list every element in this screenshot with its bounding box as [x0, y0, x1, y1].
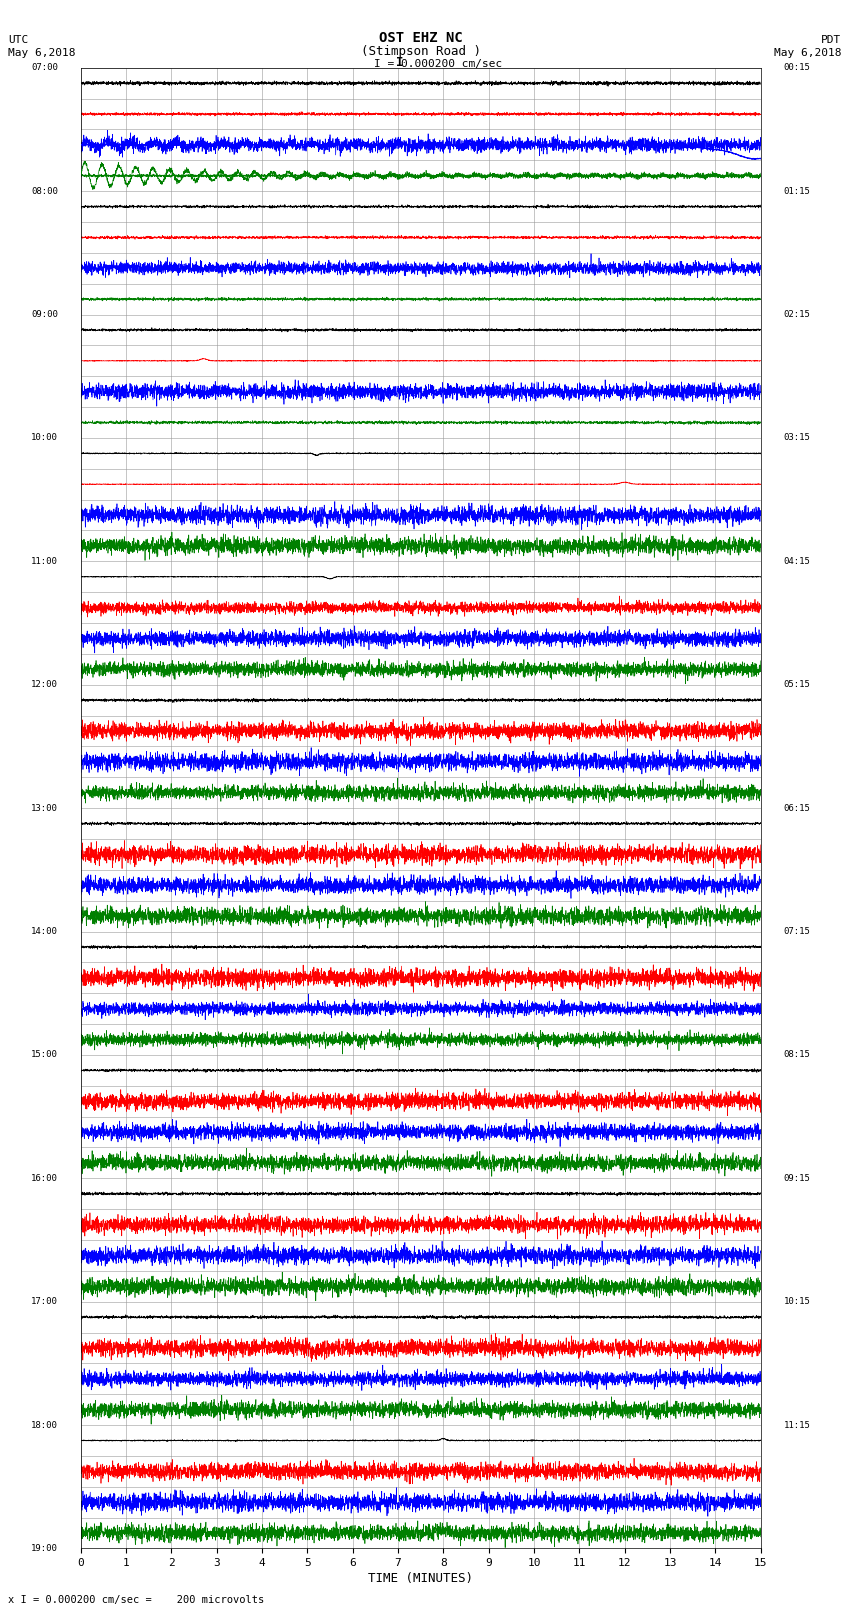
Text: 01:15: 01:15 — [784, 187, 810, 195]
Text: 15:00: 15:00 — [31, 1050, 58, 1060]
Text: 09:15: 09:15 — [784, 1174, 810, 1182]
Text: 05:15: 05:15 — [784, 681, 810, 689]
X-axis label: TIME (MINUTES): TIME (MINUTES) — [368, 1573, 473, 1586]
Text: 12:00: 12:00 — [31, 681, 58, 689]
Text: 16:00: 16:00 — [31, 1174, 58, 1182]
Text: 03:15: 03:15 — [784, 434, 810, 442]
Text: 13:00: 13:00 — [31, 803, 58, 813]
Text: 08:15: 08:15 — [784, 1050, 810, 1060]
Text: 02:15: 02:15 — [784, 310, 810, 319]
Text: 10:00: 10:00 — [31, 434, 58, 442]
Text: I = 0.000200 cm/sec: I = 0.000200 cm/sec — [374, 60, 502, 69]
Text: UTC: UTC — [8, 35, 29, 45]
Text: x I = 0.000200 cm/sec =    200 microvolts: x I = 0.000200 cm/sec = 200 microvolts — [8, 1595, 264, 1605]
Text: 06:15: 06:15 — [784, 803, 810, 813]
Text: May 6,2018: May 6,2018 — [8, 48, 76, 58]
Text: OST EHZ NC: OST EHZ NC — [379, 31, 462, 45]
Text: I: I — [396, 56, 403, 69]
Text: May 6,2018: May 6,2018 — [774, 48, 842, 58]
Text: 00:15: 00:15 — [784, 63, 810, 73]
Text: 04:15: 04:15 — [784, 556, 810, 566]
Text: 09:00: 09:00 — [31, 310, 58, 319]
Text: 17:00: 17:00 — [31, 1297, 58, 1307]
Text: 07:15: 07:15 — [784, 927, 810, 936]
Text: PDT: PDT — [821, 35, 842, 45]
Text: 11:00: 11:00 — [31, 556, 58, 566]
Text: 14:00: 14:00 — [31, 927, 58, 936]
Text: 10:15: 10:15 — [784, 1297, 810, 1307]
Text: (Stimpson Road ): (Stimpson Road ) — [360, 45, 481, 58]
Text: 08:00: 08:00 — [31, 187, 58, 195]
Text: 11:15: 11:15 — [784, 1421, 810, 1429]
Text: 18:00: 18:00 — [31, 1421, 58, 1429]
Text: 07:00: 07:00 — [31, 63, 58, 73]
Text: 19:00: 19:00 — [31, 1544, 58, 1553]
